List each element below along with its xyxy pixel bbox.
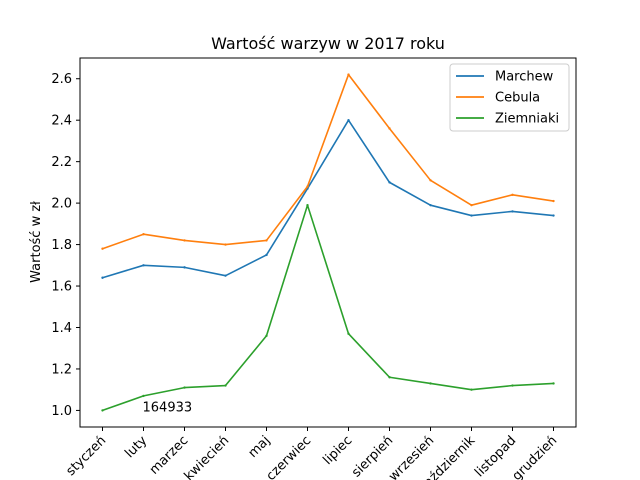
legend: Marchew Cebula Ziemniaki <box>449 63 570 132</box>
series-layer <box>101 73 555 412</box>
legend-box <box>449 63 570 132</box>
data-point <box>388 376 391 379</box>
data-point <box>511 210 514 213</box>
data-point <box>552 382 555 385</box>
legend-label: Ziemniaki <box>495 112 559 127</box>
y-tick-label: 1.6 <box>51 280 72 295</box>
y-axis: 1.0 1.2 1.4 1.6 1.8 2.0 2.2 2.4 2.6 <box>51 72 80 419</box>
data-point <box>429 203 432 207</box>
data-point <box>306 185 309 188</box>
legend-label: Marchew <box>495 70 554 85</box>
y-tick-label: 2.4 <box>51 114 72 129</box>
series-line-marchew <box>102 119 554 279</box>
y-tick-label: 1.2 <box>51 362 72 377</box>
data-point <box>142 233 145 236</box>
data-point <box>347 332 350 335</box>
data-point <box>142 264 145 267</box>
data-point <box>388 181 391 184</box>
series-line-cebula <box>102 73 554 250</box>
data-point <box>429 179 432 182</box>
y-tick-label: 1.8 <box>51 238 72 253</box>
data-point <box>265 253 268 257</box>
plot-area <box>79 57 577 428</box>
data-point <box>142 394 145 398</box>
data-point <box>470 214 473 217</box>
data-point <box>101 276 104 279</box>
data-point <box>224 243 227 246</box>
y-tick-label: 2.2 <box>51 155 72 170</box>
data-point <box>183 266 186 269</box>
data-point <box>470 388 473 391</box>
data-point <box>183 239 186 242</box>
data-point <box>470 203 473 207</box>
data-point <box>183 386 186 389</box>
data-point <box>429 382 432 385</box>
data-point <box>224 274 227 277</box>
data-point <box>388 127 391 130</box>
data-point <box>101 247 104 250</box>
chart-title: Wartość warzyw w 2017 roku <box>211 34 445 53</box>
data-point <box>101 409 104 412</box>
data-point <box>552 199 555 203</box>
data-point <box>511 384 514 387</box>
y-axis-label: Wartość w zł <box>29 201 44 283</box>
y-tick-label: 1.4 <box>51 321 72 336</box>
y-tick-label: 1.0 <box>51 404 72 419</box>
data-point <box>552 214 555 217</box>
data-point <box>265 334 268 337</box>
y-tick-label: 2.6 <box>51 72 72 87</box>
series-line-ziemniaki <box>102 204 554 412</box>
y-tick-label: 2.0 <box>51 197 72 212</box>
annotation-label: 164933 <box>143 400 193 415</box>
data-point <box>347 73 350 76</box>
data-point <box>224 384 227 387</box>
data-point <box>265 239 268 242</box>
data-point <box>511 193 514 197</box>
data-point <box>306 203 309 207</box>
legend-label: Cebula <box>495 91 540 106</box>
data-point <box>347 118 350 122</box>
